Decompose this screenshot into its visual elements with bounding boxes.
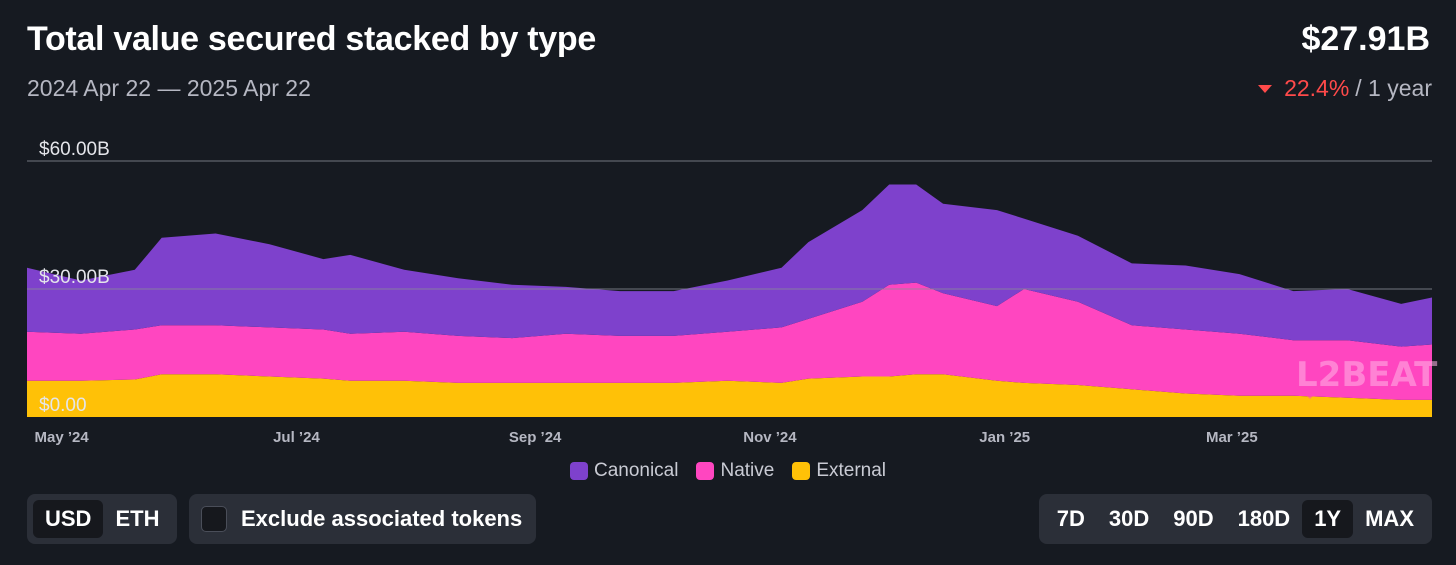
legend-swatch	[792, 462, 811, 480]
chart-title: Total value secured stacked by type	[27, 20, 596, 58]
legend-label: Canonical	[593, 460, 679, 481]
legend-item-external[interactable]: External	[792, 460, 886, 482]
series-native-area	[27, 282, 1432, 400]
change-period: / 1 year	[1355, 75, 1432, 101]
legend-item-native[interactable]: Native	[696, 460, 774, 482]
legend-label: External	[816, 460, 887, 481]
x-tick-label: May ’24	[35, 429, 90, 446]
currency-toggle[interactable]: USD ETH	[27, 494, 178, 544]
series-canonical-area	[27, 184, 1432, 347]
range-1y-button[interactable]: 1Y	[1302, 500, 1354, 538]
x-tick-label: Jan ’25	[979, 429, 1030, 446]
stacked-area-chart[interactable]: $0.00 $30.00B $60.00B May ’24 Jul ’24 Sep ’24…	[0, 130, 1456, 455]
x-tick-label: Mar ’25	[1206, 429, 1258, 446]
range-7d-button[interactable]: 7D	[1056, 506, 1085, 531]
y-tick-label: $60.00B	[39, 139, 110, 160]
legend-item-canonical[interactable]: Canonical	[569, 460, 679, 482]
exclude-associated-tokens-toggle[interactable]: Exclude associated tokens	[189, 494, 536, 544]
range-90d-button[interactable]: 90D	[1173, 506, 1214, 531]
checkbox[interactable]	[201, 506, 227, 532]
x-tick-label: Sep ’24	[509, 429, 562, 446]
y-tick-label: $0.00	[39, 395, 87, 416]
change-indicator: 22.4% / 1 year	[1258, 75, 1432, 102]
time-range-selector[interactable]: 7D 30D 90D 180D 1Y MAX	[1038, 494, 1432, 544]
currency-usd-button[interactable]: USD	[33, 500, 104, 538]
total-value: $27.91B	[1301, 20, 1430, 58]
triangle-down-icon	[1258, 84, 1273, 93]
currency-eth-button[interactable]: ETH	[115, 506, 160, 531]
date-range: 2024 Apr 22 — 2025 Apr 22	[27, 75, 311, 101]
l2beat-logo-watermark: L2BEAT	[1286, 355, 1438, 399]
x-tick-label: Nov ’24	[743, 429, 797, 446]
range-max-button[interactable]: MAX	[1365, 506, 1414, 531]
heart-icon	[1286, 356, 1334, 399]
legend-swatch	[696, 462, 715, 480]
range-180d-button[interactable]: 180D	[1237, 506, 1291, 531]
series-external-area	[27, 374, 1432, 417]
logo-text: L2BEAT	[1296, 355, 1438, 395]
x-tick-label: Jul ’24	[273, 429, 320, 446]
legend-swatch	[569, 462, 588, 480]
y-tick-label: $30.00B	[39, 267, 110, 288]
exclude-associated-tokens-label: Exclude associated tokens	[241, 506, 523, 531]
range-30d-button[interactable]: 30D	[1108, 506, 1150, 531]
legend-label: Native	[720, 460, 775, 481]
chart-legend: Canonical Native External	[0, 460, 1456, 482]
change-percent: 22.4%	[1284, 75, 1350, 101]
